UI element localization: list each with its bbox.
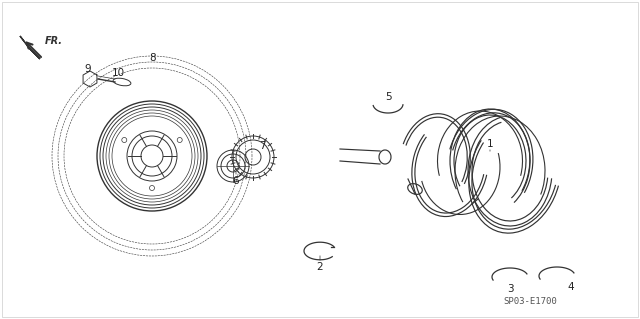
Text: 4: 4 [568, 282, 574, 292]
Text: 8: 8 [150, 53, 156, 63]
Text: 10: 10 [111, 68, 125, 78]
Text: 2: 2 [317, 262, 323, 272]
Polygon shape [20, 36, 40, 59]
Text: 7: 7 [259, 141, 266, 151]
Text: 1: 1 [486, 139, 493, 149]
Text: FR.: FR. [45, 36, 63, 46]
Text: SP03-E1700: SP03-E1700 [503, 296, 557, 306]
Text: 9: 9 [84, 64, 92, 74]
Text: 5: 5 [385, 92, 391, 102]
Text: 3: 3 [507, 284, 513, 294]
Text: 6: 6 [233, 176, 239, 186]
